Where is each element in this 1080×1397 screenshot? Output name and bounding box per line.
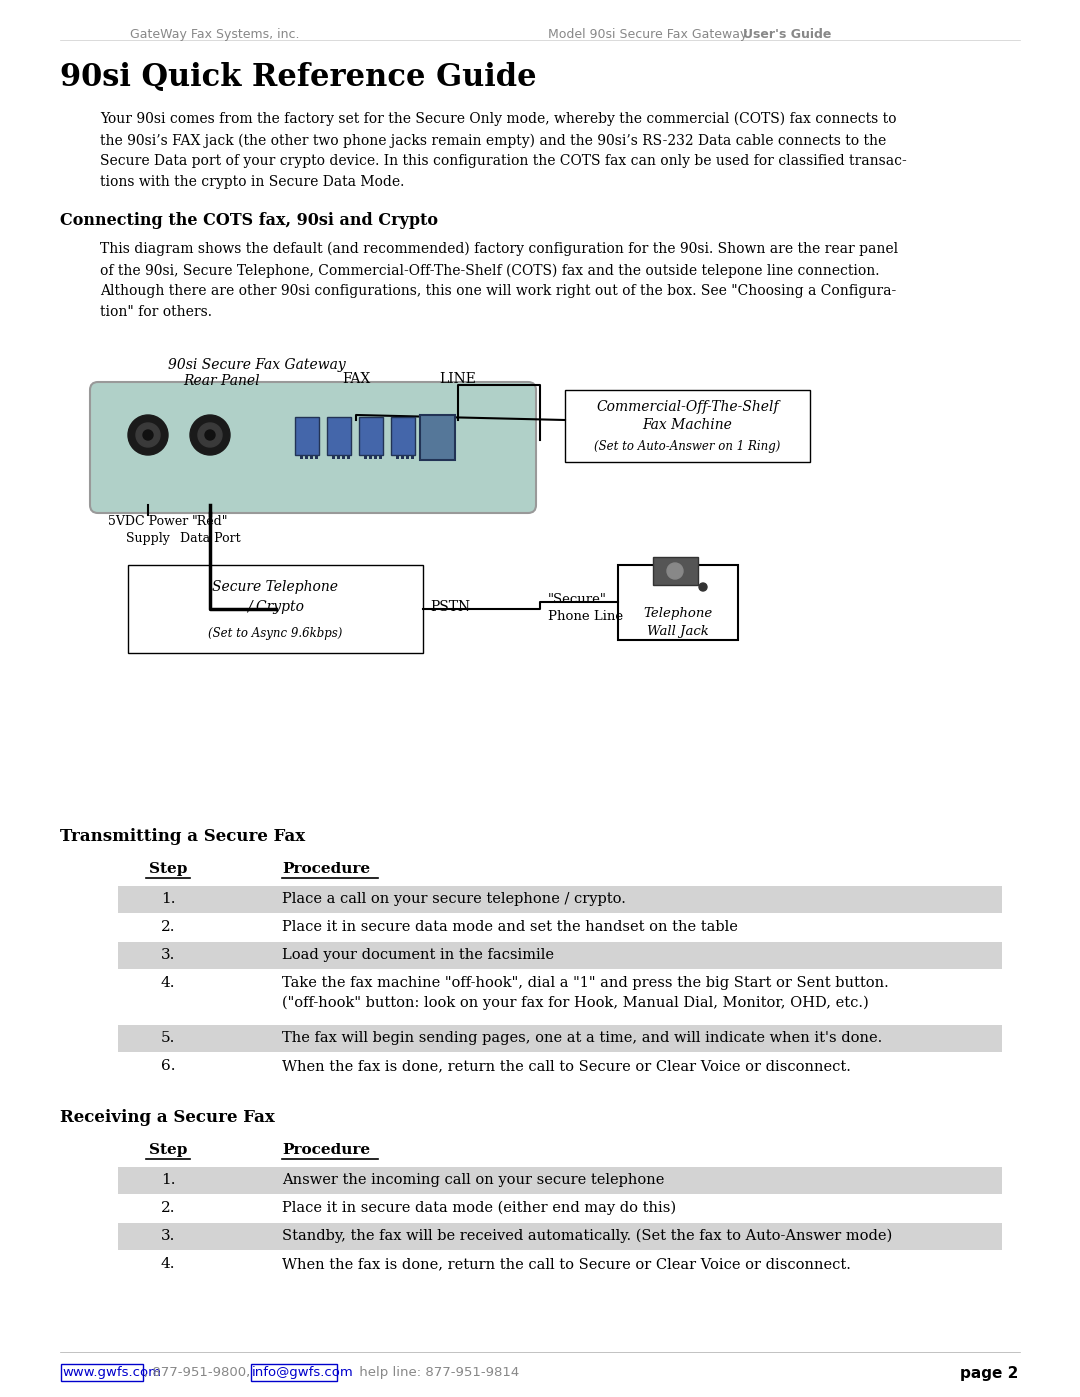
Text: User's Guide: User's Guide xyxy=(743,28,832,41)
Circle shape xyxy=(143,430,153,440)
Text: When the fax is done, return the call to Secure or Clear Voice or disconnect.: When the fax is done, return the call to… xyxy=(282,1059,851,1073)
Text: Answer the incoming call on your secure telephone: Answer the incoming call on your secure … xyxy=(282,1173,664,1187)
Text: Secure Telephone
/ Crypto: Secure Telephone / Crypto xyxy=(213,580,338,613)
Circle shape xyxy=(205,430,215,440)
Text: 3.: 3. xyxy=(161,1229,175,1243)
Text: When the fax is done, return the call to Secure or Clear Voice or disconnect.: When the fax is done, return the call to… xyxy=(282,1257,851,1271)
Text: www.gwfs.com: www.gwfs.com xyxy=(62,1366,161,1379)
Bar xyxy=(653,557,698,585)
Text: 2.: 2. xyxy=(161,1201,175,1215)
Text: page 2: page 2 xyxy=(960,1366,1018,1382)
Text: Take the fax machine "off-hook", dial a "1" and press the big Start or Sent butt: Take the fax machine "off-hook", dial a … xyxy=(282,977,889,1010)
Text: This diagram shows the default (and recommended) factory configuration for the 9: This diagram shows the default (and reco… xyxy=(100,242,899,319)
Text: 1.: 1. xyxy=(161,893,175,907)
Bar xyxy=(118,942,1002,970)
Bar xyxy=(251,1363,337,1382)
Text: Receiving a Secure Fax: Receiving a Secure Fax xyxy=(60,1109,274,1126)
Bar xyxy=(342,455,345,460)
Text: Place a call on your secure telephone / crypto.: Place a call on your secure telephone / … xyxy=(282,893,626,907)
Bar xyxy=(118,1166,1002,1194)
Bar xyxy=(401,455,404,460)
Bar xyxy=(411,455,414,460)
Bar xyxy=(327,416,351,455)
Bar xyxy=(300,455,303,460)
Circle shape xyxy=(198,423,222,447)
Text: Step: Step xyxy=(149,862,187,876)
Bar xyxy=(379,455,382,460)
Text: FAX: FAX xyxy=(342,372,370,386)
Bar xyxy=(60,1363,143,1382)
Text: Commercial-Off-The-Shelf
Fax Machine: Commercial-Off-The-Shelf Fax Machine xyxy=(596,400,779,433)
Circle shape xyxy=(190,415,230,455)
Text: Connecting the COTS fax, 90si and Crypto: Connecting the COTS fax, 90si and Crypto xyxy=(60,212,438,229)
Text: The fax will begin sending pages, one at a time, and will indicate when it's don: The fax will begin sending pages, one at… xyxy=(282,1031,882,1045)
Bar xyxy=(337,455,340,460)
Bar xyxy=(118,1222,1002,1250)
Bar xyxy=(396,455,399,460)
Text: Your 90si comes from the factory set for the Secure Only mode, whereby the comme: Your 90si comes from the factory set for… xyxy=(100,112,907,189)
Circle shape xyxy=(136,423,160,447)
Text: GateWay Fax Systems, inc.: GateWay Fax Systems, inc. xyxy=(130,28,299,41)
Text: 5.: 5. xyxy=(161,1031,175,1045)
Bar xyxy=(118,1025,1002,1052)
Text: Place it in secure data mode and set the handset on the table: Place it in secure data mode and set the… xyxy=(282,921,738,935)
Text: 4.: 4. xyxy=(161,1257,175,1271)
Text: 3.: 3. xyxy=(161,949,175,963)
Circle shape xyxy=(667,563,683,578)
Text: "Red"
Data Port: "Red" Data Port xyxy=(179,515,241,545)
Text: Standby, the fax will be received automatically. (Set the fax to Auto-Answer mod: Standby, the fax will be received automa… xyxy=(282,1229,892,1243)
Bar xyxy=(364,455,367,460)
Text: LINE: LINE xyxy=(440,372,476,386)
Bar xyxy=(295,416,319,455)
Bar xyxy=(618,564,738,640)
Text: , 877-951-9800,: , 877-951-9800, xyxy=(144,1366,255,1379)
Text: (Set to Async 9.6kbps): (Set to Async 9.6kbps) xyxy=(208,627,342,640)
Text: Place it in secure data mode (either end may do this): Place it in secure data mode (either end… xyxy=(282,1201,676,1215)
Text: 90si Secure Fax Gateway: 90si Secure Fax Gateway xyxy=(168,358,346,372)
Text: 4.: 4. xyxy=(161,977,175,990)
Text: 5VDC Power
Supply: 5VDC Power Supply xyxy=(108,515,188,545)
Text: help line: 877-951-9814: help line: 877-951-9814 xyxy=(338,1366,519,1379)
Bar xyxy=(369,455,372,460)
Text: "Secure"
Phone Line: "Secure" Phone Line xyxy=(548,592,623,623)
Bar xyxy=(305,455,308,460)
Text: Step: Step xyxy=(149,1143,187,1157)
Text: 1.: 1. xyxy=(161,1173,175,1187)
FancyBboxPatch shape xyxy=(90,381,536,513)
Text: Procedure: Procedure xyxy=(282,862,370,876)
Bar xyxy=(315,455,318,460)
Text: Load your document in the facsimile: Load your document in the facsimile xyxy=(282,949,554,963)
Text: (Set to Auto-Answer on 1 Ring): (Set to Auto-Answer on 1 Ring) xyxy=(594,440,781,453)
Bar xyxy=(332,455,335,460)
Bar xyxy=(565,390,810,462)
Text: Telephone
Wall Jack: Telephone Wall Jack xyxy=(644,608,713,638)
Text: 90si Quick Reference Guide: 90si Quick Reference Guide xyxy=(60,61,537,94)
Text: 6.: 6. xyxy=(161,1059,175,1073)
Text: info@gwfs.com: info@gwfs.com xyxy=(252,1366,354,1379)
Text: PSTN: PSTN xyxy=(430,599,470,615)
Bar xyxy=(310,455,313,460)
Bar xyxy=(391,416,415,455)
Bar xyxy=(118,886,1002,914)
Bar xyxy=(374,455,377,460)
Bar xyxy=(406,455,409,460)
Text: Procedure: Procedure xyxy=(282,1143,370,1157)
Bar xyxy=(347,455,350,460)
Text: Transmitting a Secure Fax: Transmitting a Secure Fax xyxy=(60,828,306,845)
Text: Rear Panel: Rear Panel xyxy=(183,374,259,388)
Bar xyxy=(359,416,383,455)
Circle shape xyxy=(129,415,168,455)
Circle shape xyxy=(699,583,707,591)
Text: 2.: 2. xyxy=(161,921,175,935)
Bar xyxy=(420,415,455,460)
Text: Model 90si Secure Fax Gateway: Model 90si Secure Fax Gateway xyxy=(548,28,752,41)
Bar xyxy=(129,564,423,652)
